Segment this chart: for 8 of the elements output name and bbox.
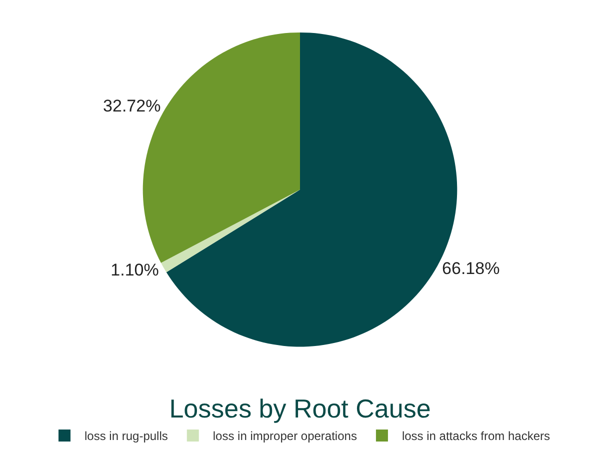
data-label: 32.72% bbox=[103, 96, 161, 116]
text: Losses by Root Cause bbox=[169, 393, 431, 424]
legend-label: loss in rug-pulls bbox=[84, 429, 168, 444]
data-label: 66.18% bbox=[442, 258, 500, 278]
legend-label: loss in attacks from hackers bbox=[402, 429, 550, 444]
legend-label: loss in improper operations bbox=[212, 429, 357, 444]
pie-slice bbox=[160, 190, 300, 272]
data-label: 1.10% bbox=[110, 260, 159, 280]
